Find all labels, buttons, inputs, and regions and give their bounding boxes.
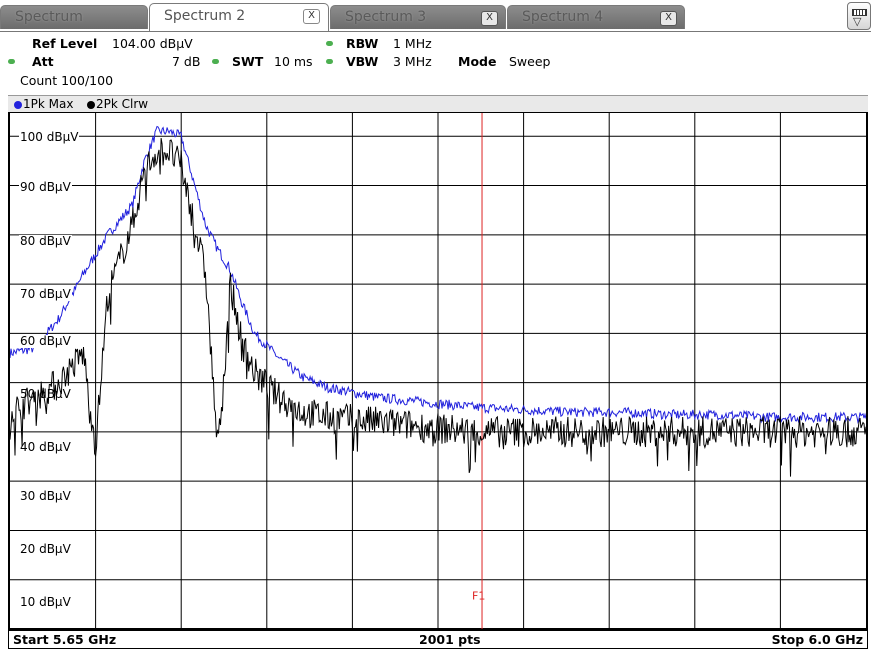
spectrum-plot[interactable]: F1 — [10, 113, 866, 629]
rbw-label: RBW — [346, 36, 379, 51]
y-tick-label: 60 dBµV — [19, 334, 72, 348]
y-tick-label: 80 dBµV — [19, 234, 72, 248]
tab-spectrum-3-label: Spectrum 3 — [345, 9, 427, 25]
settings-panel: Ref Level 104.00 dBµV RBW 1 MHz Att 7 dB… — [0, 31, 871, 94]
y-tick-label: 40 dBµV — [20, 440, 71, 454]
trace-1-color-icon — [14, 101, 22, 109]
trace-1-line — [10, 125, 866, 424]
vbw-value: 3 MHz — [393, 54, 432, 69]
close-icon[interactable]: X — [303, 9, 320, 24]
swt-label: SWT — [232, 54, 264, 69]
sweep-footer: Start 5.65 GHz 2001 pts Stop 6.0 GHz — [8, 630, 868, 649]
rbw-indicator-icon — [326, 41, 333, 46]
rbw-value: 1 MHz — [393, 36, 432, 51]
ref-level-value: 104.00 dBµV — [112, 36, 193, 51]
tab-spectrum[interactable]: Spectrum — [0, 5, 148, 29]
att-label: Att — [32, 54, 54, 69]
tab-spectrum-4-label: Spectrum 4 — [522, 9, 604, 25]
swt-indicator-icon — [212, 59, 219, 64]
trace-2-color-icon — [87, 101, 95, 109]
start-frequency: Start 5.65 GHz — [13, 632, 117, 647]
tab-spectrum-2-label: Spectrum 2 — [164, 8, 246, 24]
tab-spectrum-4[interactable]: Spectrum 4 X — [507, 5, 685, 29]
tab-spectrum-label: Spectrum — [15, 9, 83, 25]
sweep-points: 2001 pts — [419, 632, 481, 647]
y-tick-label: 30 dBµV — [19, 489, 72, 503]
sweep-count: Count 100/100 — [20, 73, 114, 88]
dropdown-arrow-icon: ▽ — [853, 15, 862, 28]
swt-value: 10 ms — [274, 54, 313, 69]
y-tick-label: 70 dBµV — [19, 287, 72, 301]
tab-bar: Spectrum Spectrum 2 X Spectrum 3 X Spect… — [0, 0, 871, 31]
vbw-indicator-icon — [326, 59, 333, 64]
att-indicator-icon — [8, 59, 15, 64]
mode-label: Mode — [458, 54, 497, 69]
att-value: 7 dB — [172, 54, 201, 69]
display-config-icon[interactable]: ▽ — [847, 2, 871, 30]
tab-spectrum-2[interactable]: Spectrum 2 X — [149, 3, 329, 31]
mode-value: Sweep — [509, 54, 551, 69]
trace-2-line — [10, 138, 866, 477]
trace-legend: 1Pk Max 2Pk Clrw — [8, 95, 868, 113]
display-config-icon-grid — [852, 9, 867, 16]
vbw-label: VBW — [346, 54, 379, 69]
trace-1-label[interactable]: 1Pk Max — [23, 97, 74, 111]
tab-spectrum-3[interactable]: Spectrum 3 X — [330, 5, 506, 29]
y-tick-label: 100 dBµV — [19, 130, 80, 144]
y-tick-label: 90 dBµV — [19, 180, 72, 194]
trace-2-label[interactable]: 2Pk Clrw — [96, 97, 149, 111]
y-tick-label: 50 dBµV — [20, 387, 71, 401]
close-icon[interactable]: X — [660, 11, 677, 26]
left-strip — [0, 93, 8, 655]
y-tick-label: 20 dBµV — [19, 542, 72, 556]
close-icon[interactable]: X — [481, 11, 498, 26]
stop-frequency: Stop 6.0 GHz — [771, 632, 863, 647]
frequency-line-label: F1 — [472, 589, 485, 602]
ref-level-label: Ref Level — [32, 36, 98, 51]
y-tick-label: 10 dBµV — [19, 595, 72, 609]
